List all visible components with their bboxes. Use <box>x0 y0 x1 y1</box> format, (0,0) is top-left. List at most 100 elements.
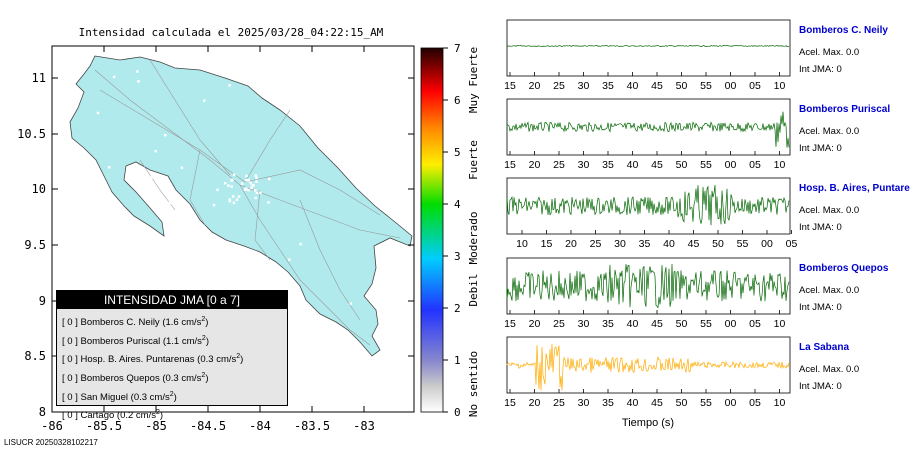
time-tick-label: 00 <box>725 397 737 409</box>
legend-item: [ 0 ] San Miguel (0.3 cm/s2) <box>62 387 287 406</box>
time-tick-label: 50 <box>676 159 688 171</box>
town-marker <box>227 184 230 187</box>
map-title: Intensidad calculada el 2025/03/28_04:22… <box>79 26 384 39</box>
time-tick-label: 10 <box>516 238 528 250</box>
intensity-colorbar: 0 1 2 3 4 5 6 7 No sentido Debil Moderado Fuerte Mu… <box>420 42 480 419</box>
legend-item-intensity: [ 0 ] <box>62 391 78 403</box>
legend-item-intensity: [ 0 ] <box>62 354 78 366</box>
legend-item-close: ) <box>205 373 209 385</box>
town-marker <box>168 201 171 205</box>
station-name: Bomberos Puriscal <box>799 104 891 115</box>
waveform-panel: 15 20 25 30 35 40 45 50 55 00 05 10 <box>504 19 791 92</box>
time-tick-label: 45 <box>651 318 663 330</box>
station-max-acceleration: Acel. Max. 0.0 <box>799 364 860 375</box>
time-tick-label: 10 <box>774 80 786 92</box>
town-marker <box>92 274 95 277</box>
time-tick-label: 20 <box>529 159 541 171</box>
town-marker <box>245 174 248 178</box>
time-tick-label: 45 <box>651 159 663 171</box>
town-marker <box>311 106 314 110</box>
lat-tick-label: 9.5 <box>24 238 46 252</box>
station-name: Bomberos C. Neily <box>799 25 888 36</box>
town-marker <box>223 181 227 185</box>
longitude-axis: -86 -85.5 -85 -84.5 -84 -83.5 -83 <box>41 46 375 433</box>
waveform-panel: 10 15 20 25 30 35 40 45 50 55 00 05 <box>506 177 798 250</box>
colorbar-tick-label: 0 <box>454 406 461 419</box>
station-name: Bomberos Quepos <box>799 263 889 274</box>
time-tick-label: 15 <box>541 238 553 250</box>
town-marker <box>150 176 153 179</box>
lat-tick-label: 8.5 <box>24 349 46 363</box>
lon-tick-label: -83 <box>353 419 375 433</box>
town-marker <box>299 242 302 246</box>
time-tick-label: 05 <box>749 318 761 330</box>
station-max-acceleration: Acel. Max. 0.0 <box>799 205 860 216</box>
town-marker <box>340 141 344 144</box>
town-marker <box>247 179 250 182</box>
town-marker <box>202 99 206 102</box>
legend-item-intensity: [ 0 ] <box>62 317 78 329</box>
town-marker <box>246 179 249 182</box>
time-tick-label: 40 <box>627 159 639 171</box>
seismic-trace <box>506 45 790 47</box>
time-tick-label: 00 <box>725 318 737 330</box>
time-tick-label: 00 <box>725 159 737 171</box>
legend-item: [ 0 ] Bomberos C. Neily (1.6 cm/s2) <box>62 312 287 331</box>
waveform-frame <box>506 336 791 394</box>
town-marker <box>255 180 258 183</box>
station-name: La Sabana <box>799 342 850 353</box>
time-tick-label: 25 <box>553 397 565 409</box>
time-tick-label: 25 <box>553 80 565 92</box>
colorbar-tick-label: 1 <box>454 354 461 367</box>
legend-item-intensity: [ 0 ] <box>62 335 78 347</box>
time-axis-label: Tiempo (s) <box>622 417 674 429</box>
town-marker <box>231 195 235 198</box>
time-tick-label: 35 <box>639 238 651 250</box>
time-tick-label: 25 <box>553 159 565 171</box>
time-tick-label: 40 <box>627 397 639 409</box>
time-tick-label: 10 <box>774 159 786 171</box>
time-tick-label: 15 <box>504 80 516 92</box>
town-marker <box>228 84 231 87</box>
lon-tick-label: -84 <box>249 419 271 433</box>
time-tick-label: 05 <box>749 80 761 92</box>
lat-tick-label: 9 <box>39 294 46 308</box>
town-marker <box>216 188 219 192</box>
colorbar-category-label: Debil <box>467 273 480 306</box>
town-markers <box>91 70 360 340</box>
lat-tick-label: 10 <box>32 182 46 196</box>
lat-tick-label: 11 <box>32 71 46 85</box>
time-tick-label: 20 <box>529 397 541 409</box>
legend-item-label: Bomberos Puriscal (1.1 cm/s <box>77 335 202 347</box>
legend-item-label: Hosp. B. Aires. Puntarenas (0.3 cm/s <box>77 354 237 366</box>
waveform-panels: 15 20 25 30 35 40 45 50 55 00 05 10 15 20 25 30 35 40 45 50… <box>504 19 798 409</box>
time-tick-label: 15 <box>504 397 516 409</box>
legend-item-close: ) <box>205 335 209 347</box>
waveform-frame <box>506 19 791 77</box>
time-tick-label: 40 <box>627 318 639 330</box>
time-tick-label: 05 <box>786 238 798 250</box>
town-marker <box>330 331 333 334</box>
station-max-acceleration: Acel. Max. 0.0 <box>799 126 860 137</box>
town-marker <box>250 186 253 190</box>
town-marker <box>230 185 233 188</box>
town-marker <box>235 198 239 202</box>
town-marker <box>326 109 329 112</box>
time-tick-label: 35 <box>602 159 614 171</box>
lon-tick-label: -84.5 <box>190 419 226 433</box>
time-tick-label: 50 <box>676 80 688 92</box>
time-tick-label: 10 <box>774 397 786 409</box>
town-marker <box>228 198 232 201</box>
town-marker <box>112 75 116 79</box>
town-marker <box>125 284 128 287</box>
time-tick-label: 30 <box>578 318 590 330</box>
lon-tick-label: -83.5 <box>294 419 330 433</box>
time-tick-label: 35 <box>602 397 614 409</box>
colorbar-category-label: Muy Fuerte <box>467 47 480 113</box>
town-marker <box>137 80 140 83</box>
station-jma-intensity: Int JMA: 0 <box>799 381 842 392</box>
map-frame <box>51 45 415 413</box>
colorbar-tick-label: 2 <box>454 302 461 315</box>
legend-item: [ 0 ] Cartago (0.2 cm/s2) <box>62 405 287 424</box>
